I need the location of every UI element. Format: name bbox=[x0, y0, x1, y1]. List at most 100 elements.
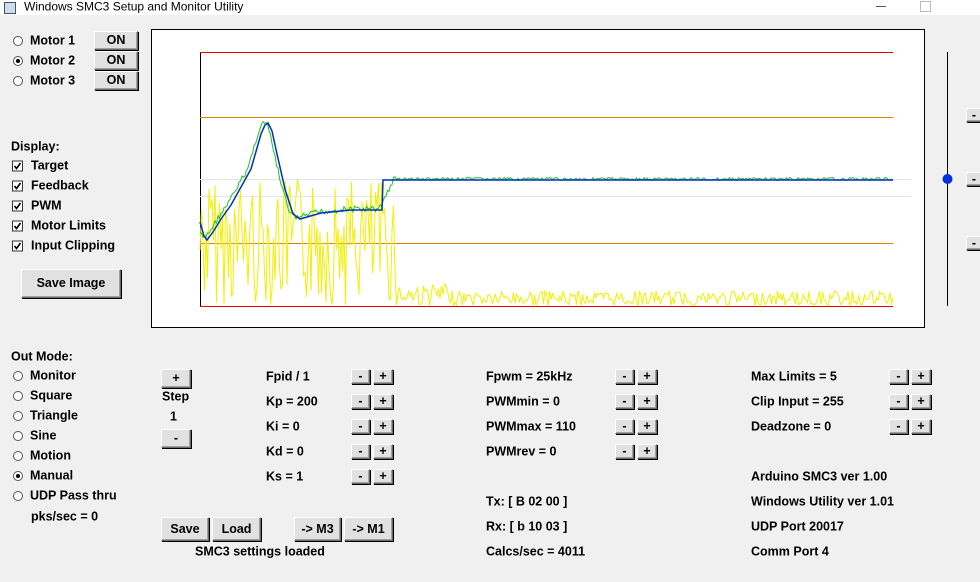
out-mode-radio[interactable] bbox=[13, 471, 23, 481]
display-heading: Display: bbox=[11, 139, 60, 154]
pwm-trace bbox=[199, 179, 894, 308]
info-label: Windows Utility ver 1.01 bbox=[751, 494, 894, 509]
step-plus-button[interactable]: + bbox=[161, 369, 191, 388]
parameter-label: Clip Input = 255 bbox=[751, 394, 844, 409]
out-mode-label: UDP Pass thru bbox=[30, 488, 117, 503]
decrement-button[interactable]: - bbox=[889, 394, 908, 409]
out-mode-radio[interactable] bbox=[13, 491, 23, 501]
maximize-button[interactable] bbox=[920, 1, 931, 12]
decrement-button[interactable]: - bbox=[351, 369, 370, 384]
display-label: PWM bbox=[31, 198, 62, 213]
out-mode-label: Monitor bbox=[30, 368, 76, 383]
monitor-plot bbox=[151, 29, 925, 328]
slider-button[interactable]: - bbox=[966, 108, 980, 122]
parameter-label: Kd = 0 bbox=[266, 444, 304, 459]
save-button[interactable]: Save bbox=[161, 517, 209, 541]
target-trace bbox=[199, 121, 893, 242]
motor-radio[interactable] bbox=[13, 56, 23, 66]
out-mode-label: Manual bbox=[30, 468, 74, 483]
out-mode-radio[interactable] bbox=[13, 411, 23, 421]
motor-label: Motor 2 bbox=[30, 53, 76, 68]
parameter-label: Fpid / 1 bbox=[266, 369, 310, 384]
decrement-button[interactable]: - bbox=[351, 394, 370, 409]
save-image-button[interactable]: Save Image bbox=[21, 269, 121, 298]
slider-button[interactable]: - bbox=[966, 172, 980, 186]
increment-button[interactable]: + bbox=[373, 419, 393, 434]
manual-slider[interactable] bbox=[940, 50, 980, 310]
parameter-label: Max Limits = 5 bbox=[751, 369, 837, 384]
decrement-button[interactable]: - bbox=[615, 394, 634, 409]
motor-on-button[interactable]: ON bbox=[94, 51, 138, 70]
increment-button[interactable]: + bbox=[373, 444, 393, 459]
increment-button[interactable]: + bbox=[637, 369, 657, 384]
display-label: Feedback bbox=[31, 178, 89, 193]
increment-button[interactable]: + bbox=[637, 444, 657, 459]
decrement-button[interactable]: - bbox=[615, 369, 634, 384]
increment-button[interactable]: + bbox=[911, 394, 931, 409]
parameter-label: Ki = 0 bbox=[266, 419, 300, 434]
out-mode-radio[interactable] bbox=[13, 371, 23, 381]
window-title: Windows SMC3 Setup and Monitor Utility bbox=[24, 0, 244, 14]
motor-on-button[interactable]: ON bbox=[94, 31, 138, 50]
info-label: Arduino SMC3 ver 1.00 bbox=[751, 469, 888, 484]
display-checkbox[interactable] bbox=[12, 160, 23, 172]
comm-status: Calcs/sec = 4011 bbox=[486, 544, 586, 559]
copy-to-m1-button[interactable]: -> M1 bbox=[344, 517, 393, 541]
display-label: Input Clipping bbox=[31, 238, 116, 253]
slider-thumb[interactable] bbox=[942, 174, 953, 184]
parameter-label: Ks = 1 bbox=[266, 469, 304, 484]
out-mode-radio[interactable] bbox=[13, 391, 23, 401]
minimize-button[interactable] bbox=[876, 6, 886, 7]
decrement-button[interactable]: - bbox=[889, 369, 908, 384]
increment-button[interactable]: + bbox=[637, 419, 657, 434]
status-message: SMC3 settings loaded bbox=[195, 544, 325, 559]
display-label: Target bbox=[31, 158, 69, 173]
title-bar: Windows SMC3 Setup and Monitor Utility bbox=[0, 0, 980, 15]
copy-to-m3-button[interactable]: -> M3 bbox=[294, 517, 341, 541]
display-checkbox[interactable] bbox=[12, 240, 23, 252]
motor-on-button[interactable]: ON bbox=[94, 71, 138, 90]
increment-button[interactable]: + bbox=[373, 394, 393, 409]
increment-button[interactable]: + bbox=[911, 369, 931, 384]
parameter-label: PWMmin = 0 bbox=[486, 394, 560, 409]
out-mode-label: Motion bbox=[30, 448, 71, 463]
decrement-button[interactable]: - bbox=[615, 419, 634, 434]
decrement-button[interactable]: - bbox=[351, 469, 370, 484]
decrement-button[interactable]: - bbox=[351, 419, 370, 434]
decrement-button[interactable]: - bbox=[351, 444, 370, 459]
out-mode-radio[interactable] bbox=[13, 451, 23, 461]
comm-status: Rx: [ b 10 03 ] bbox=[486, 519, 568, 534]
out-mode-radio[interactable] bbox=[13, 431, 23, 441]
increment-button[interactable]: + bbox=[637, 394, 657, 409]
info-label: UDP Port 20017 bbox=[751, 519, 844, 534]
comm-status: Tx: [ B 02 00 ] bbox=[486, 494, 568, 509]
parameter-label: Fpwm = 25kHz bbox=[486, 369, 573, 384]
out-mode-label: Triangle bbox=[30, 408, 78, 423]
step-label: Step bbox=[162, 389, 190, 404]
out-mode-heading: Out Mode: bbox=[11, 349, 73, 364]
display-checkbox[interactable] bbox=[12, 200, 23, 212]
motor-radio[interactable] bbox=[13, 36, 23, 46]
increment-button[interactable]: + bbox=[911, 419, 931, 434]
slider-button[interactable]: - bbox=[966, 236, 980, 250]
step-minus-button[interactable]: - bbox=[161, 429, 191, 448]
motor-radio[interactable] bbox=[13, 76, 23, 86]
display-checkbox[interactable] bbox=[12, 220, 23, 232]
info-label: Comm Port 4 bbox=[751, 544, 829, 559]
parameter-label: PWMmax = 110 bbox=[486, 419, 576, 434]
motor-label: Motor 1 bbox=[30, 33, 76, 48]
motor-label: Motor 3 bbox=[30, 73, 76, 88]
parameter-label: PWMrev = 0 bbox=[486, 444, 557, 459]
load-button[interactable]: Load bbox=[212, 517, 261, 541]
decrement-button[interactable]: - bbox=[615, 444, 634, 459]
packet-rate: pks/sec = 0 bbox=[31, 509, 99, 524]
parameter-label: Kp = 200 bbox=[266, 394, 318, 409]
out-mode-label: Square bbox=[30, 388, 73, 403]
display-label: Motor Limits bbox=[31, 218, 106, 233]
decrement-button[interactable]: - bbox=[889, 419, 908, 434]
increment-button[interactable]: + bbox=[373, 469, 393, 484]
increment-button[interactable]: + bbox=[373, 369, 393, 384]
display-checkbox[interactable] bbox=[12, 180, 23, 192]
out-mode-label: Sine bbox=[30, 428, 57, 443]
